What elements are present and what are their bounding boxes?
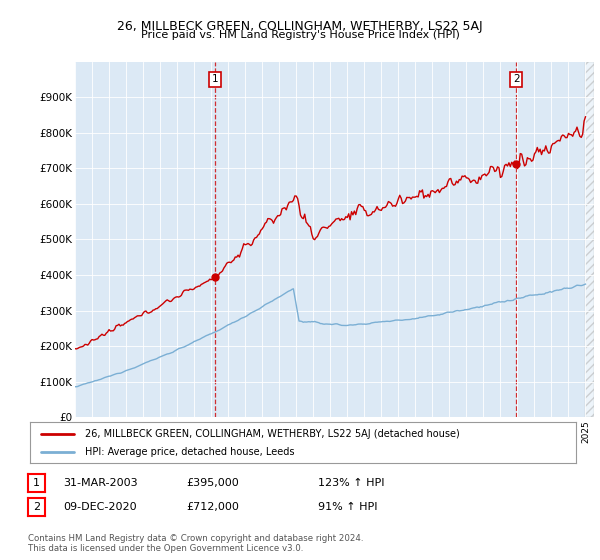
Text: Price paid vs. HM Land Registry's House Price Index (HPI): Price paid vs. HM Land Registry's House … bbox=[140, 30, 460, 40]
Text: 1: 1 bbox=[212, 74, 218, 85]
Text: HPI: Average price, detached house, Leeds: HPI: Average price, detached house, Leed… bbox=[85, 447, 294, 458]
Text: 1: 1 bbox=[33, 478, 40, 488]
Text: Contains HM Land Registry data © Crown copyright and database right 2024.: Contains HM Land Registry data © Crown c… bbox=[28, 534, 364, 543]
Text: 2: 2 bbox=[33, 502, 40, 512]
Text: £712,000: £712,000 bbox=[186, 502, 239, 512]
Text: 91% ↑ HPI: 91% ↑ HPI bbox=[318, 502, 377, 512]
Text: 123% ↑ HPI: 123% ↑ HPI bbox=[318, 478, 385, 488]
Text: 26, MILLBECK GREEN, COLLINGHAM, WETHERBY, LS22 5AJ (detached house): 26, MILLBECK GREEN, COLLINGHAM, WETHERBY… bbox=[85, 429, 460, 438]
Text: £395,000: £395,000 bbox=[186, 478, 239, 488]
Text: This data is licensed under the Open Government Licence v3.0.: This data is licensed under the Open Gov… bbox=[28, 544, 304, 553]
Text: 2: 2 bbox=[513, 74, 520, 85]
Text: 09-DEC-2020: 09-DEC-2020 bbox=[63, 502, 137, 512]
Text: 31-MAR-2003: 31-MAR-2003 bbox=[63, 478, 137, 488]
Text: 26, MILLBECK GREEN, COLLINGHAM, WETHERBY, LS22 5AJ: 26, MILLBECK GREEN, COLLINGHAM, WETHERBY… bbox=[117, 20, 483, 32]
